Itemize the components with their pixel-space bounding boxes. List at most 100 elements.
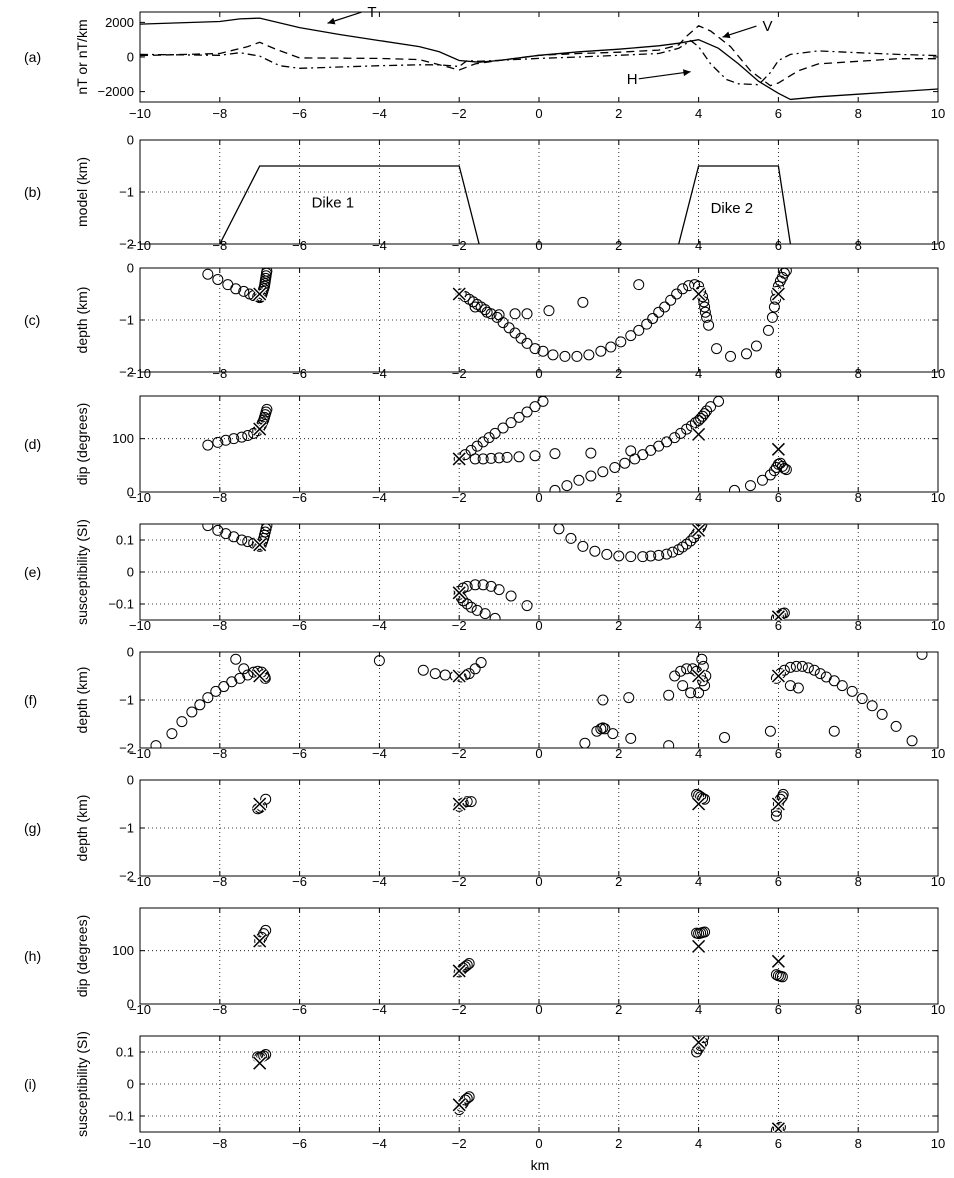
data-point	[459, 1094, 471, 1106]
plot-area	[252, 1036, 786, 1132]
x-tick-label: −6	[292, 490, 307, 505]
data-point	[202, 524, 214, 532]
annotation-arrow	[638, 71, 691, 80]
data-point	[202, 692, 214, 704]
panel-tag: (c)	[24, 312, 40, 328]
data-point	[685, 687, 697, 699]
x-tick-label: −6	[292, 874, 307, 889]
x-tick-label: −10	[129, 366, 151, 381]
data-point	[589, 545, 601, 557]
x-tick-label: 0	[535, 618, 542, 633]
x-tick-label: −8	[212, 1002, 227, 1017]
cross-stroke	[452, 669, 466, 683]
plot-area	[202, 268, 792, 362]
true-value-cross	[691, 938, 707, 954]
data-point	[703, 319, 715, 331]
data-point	[776, 971, 788, 983]
data-point	[202, 439, 214, 451]
x-tick-label: 4	[695, 618, 702, 633]
cross-stroke	[452, 586, 466, 600]
data-point	[238, 285, 250, 297]
x-tick-label: 0	[535, 366, 542, 381]
data-point	[645, 550, 657, 562]
data-point	[625, 551, 637, 563]
true-value-cross	[451, 668, 467, 684]
x-tick-label: −4	[372, 874, 387, 889]
data-point	[465, 601, 477, 613]
x-tick-label: 2	[615, 618, 622, 633]
data-point	[459, 449, 471, 461]
x-tick-label: 2	[615, 746, 622, 761]
data-point	[705, 401, 717, 413]
x-tick-label: 0	[535, 1136, 542, 1151]
data-point	[477, 436, 489, 448]
data-point	[212, 273, 224, 285]
x-tick-label: −8	[212, 874, 227, 889]
y-axis-label: dip (degrees)	[74, 403, 90, 486]
data-point	[238, 663, 250, 675]
x-tick-label: −2	[452, 366, 467, 381]
data-point	[633, 279, 645, 291]
data-point	[242, 536, 254, 548]
data-point	[226, 676, 238, 688]
x-tick-label: 4	[695, 238, 702, 253]
y-tick-label: 0	[127, 997, 134, 1012]
data-point	[701, 311, 713, 323]
x-tick-label: 0	[535, 490, 542, 505]
data-point	[549, 484, 561, 492]
x-tick-label: 6	[775, 746, 782, 761]
cross-stroke	[253, 669, 267, 683]
x-tick-label: 6	[775, 1002, 782, 1017]
x-tick-label: 8	[855, 366, 862, 381]
data-point	[685, 535, 697, 547]
x-tick-label: −6	[292, 746, 307, 761]
y-tick-label: 0	[127, 773, 134, 788]
x-tick-label: 10	[931, 238, 945, 253]
data-point	[242, 669, 254, 681]
data-point	[220, 434, 232, 446]
data-point	[609, 461, 621, 473]
true-value-cross	[770, 1121, 786, 1132]
data-point	[625, 330, 637, 342]
data-point	[537, 345, 549, 357]
y-tick-label: 0	[127, 565, 134, 580]
series-line-v	[140, 25, 938, 87]
data-point	[521, 337, 533, 349]
cross-stroke	[253, 538, 267, 552]
cross-stroke	[771, 954, 785, 968]
data-point	[597, 466, 609, 478]
x-tick-label: −4	[372, 106, 387, 121]
x-tick-label: −4	[372, 238, 387, 253]
data-point	[471, 604, 483, 616]
data-point	[248, 666, 260, 678]
true-value-cross	[252, 286, 268, 302]
y-tick-label: −2	[119, 741, 134, 756]
x-tick-label: −4	[372, 1136, 387, 1151]
y-axis-label: depth (km)	[74, 667, 90, 734]
x-tick-label: 2	[615, 490, 622, 505]
true-value-cross	[451, 451, 467, 467]
x-tick-label: −2	[452, 618, 467, 633]
true-value-cross	[252, 933, 268, 949]
data-point	[836, 680, 848, 692]
panel-tag: (e)	[24, 564, 41, 580]
data-point	[916, 652, 928, 660]
data-point	[784, 661, 796, 673]
true-value-cross	[770, 441, 786, 457]
annotation-label: H	[627, 71, 638, 88]
true-value-cross	[252, 668, 268, 684]
data-point	[633, 324, 645, 336]
plot-area	[140, 17, 938, 101]
data-point	[236, 534, 248, 546]
data-point	[261, 268, 273, 277]
data-point	[509, 327, 521, 339]
data-point	[719, 731, 731, 743]
data-point	[619, 457, 631, 469]
data-point	[696, 653, 708, 665]
true-value-cross	[691, 524, 707, 538]
data-point	[242, 429, 254, 441]
x-tick-label: 6	[775, 238, 782, 253]
true-value-cross	[691, 426, 707, 442]
y-tick-label: 0	[127, 485, 134, 500]
